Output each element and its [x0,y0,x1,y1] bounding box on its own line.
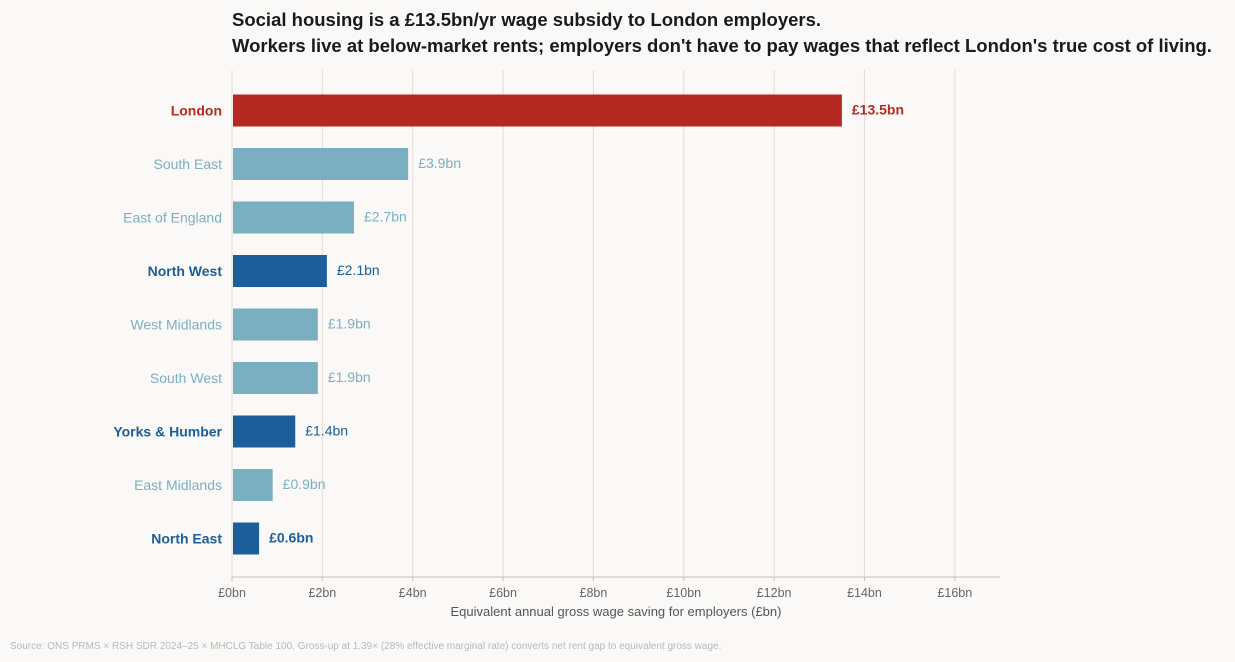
title-line-2: Workers live at below-market rents; empl… [232,35,1212,56]
bar-group: East of England £2.7bn [123,201,407,234]
x-tick-label: £14bn [847,586,882,600]
x-axis-label: Equivalent annual gross wage saving for … [451,604,782,619]
bar-group: North West £2.1bn [148,255,380,287]
bar-group: London £13.5bn [171,94,904,127]
value-label: £1.4bn [305,423,348,439]
category-label: West Midlands [130,317,222,333]
bar [233,362,318,394]
value-label: £1.9bn [328,316,371,332]
source-note: Source: ONS PRMS × RSH SDR 2024–25 × MHC… [10,641,722,652]
category-label: North East [151,531,222,547]
x-tick-label: £4bn [399,586,427,600]
category-label: East of England [123,210,222,226]
bar [233,255,327,287]
x-tick-label: £8bn [580,586,608,600]
bar [233,148,409,180]
x-tick-label: £2bn [308,586,336,600]
bar-group: East Midlands £0.9bn [134,469,325,501]
bar-group: West Midlands £1.9bn [130,308,371,341]
category-label: South West [150,370,222,386]
value-label: £1.9bn [328,369,371,385]
bar-group: South West £1.9bn [150,362,371,394]
title-line-1: Social housing is a £13.5bn/yr wage subs… [232,9,822,30]
bar [233,94,842,127]
bar-group: South East £3.9bn [154,148,461,180]
value-label: £0.9bn [283,476,326,492]
bars: London £13.5bn South East £3.9bn East of Eng… [113,94,904,555]
value-label: £2.7bn [364,209,407,225]
value-label: £0.6bn [269,530,313,546]
bar [233,415,296,448]
x-tick-label: £0bn [218,586,246,600]
category-label: South East [154,156,223,172]
x-tick-label: £6bn [489,586,517,600]
bar [233,522,260,555]
value-label: £3.9bn [418,155,461,171]
category-label: London [171,103,222,119]
chart-title: Social housing is a £13.5bn/yr wage subs… [232,7,1212,59]
x-tick-label: £16bn [937,586,972,600]
category-label: North West [148,263,223,279]
x-tick-label: £10bn [666,586,701,600]
bar [233,308,318,341]
bar-group: North East £0.6bn [151,522,313,555]
bar [233,469,273,501]
value-label: £13.5bn [852,102,904,118]
category-label: Yorks & Humber [113,424,222,440]
x-tick-label: £12bn [757,586,792,600]
bar-group: Yorks & Humber £1.4bn [113,415,348,448]
value-label: £2.1bn [337,262,380,278]
bar [233,201,354,234]
x-axis-ticks: £0bn £2bn £4bn £6bn £8bn £10bn £12bn £14bn £16bn [218,577,972,600]
category-label: East Midlands [134,477,222,493]
